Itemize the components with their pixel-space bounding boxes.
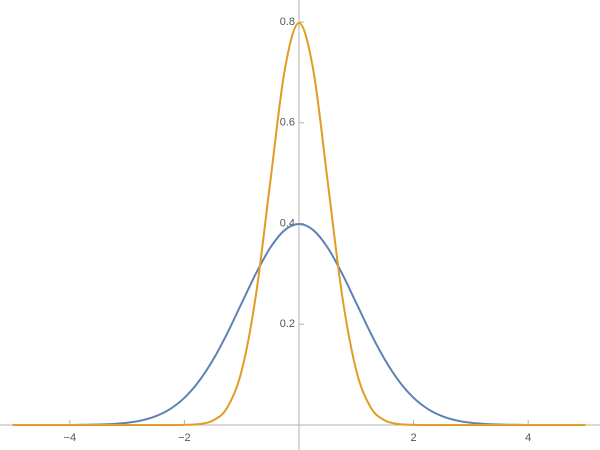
y-tick-label: 0.2 <box>280 318 295 330</box>
line-series <box>12 22 586 427</box>
x-tick-label: −2 <box>178 432 191 444</box>
x-tick-label: −4 <box>64 432 77 444</box>
y-tick-label: 0.8 <box>280 16 295 28</box>
x-tick-label: 4 <box>525 432 531 444</box>
y-tick-label: 0.6 <box>280 117 295 129</box>
x-tick-label: 2 <box>411 432 417 444</box>
